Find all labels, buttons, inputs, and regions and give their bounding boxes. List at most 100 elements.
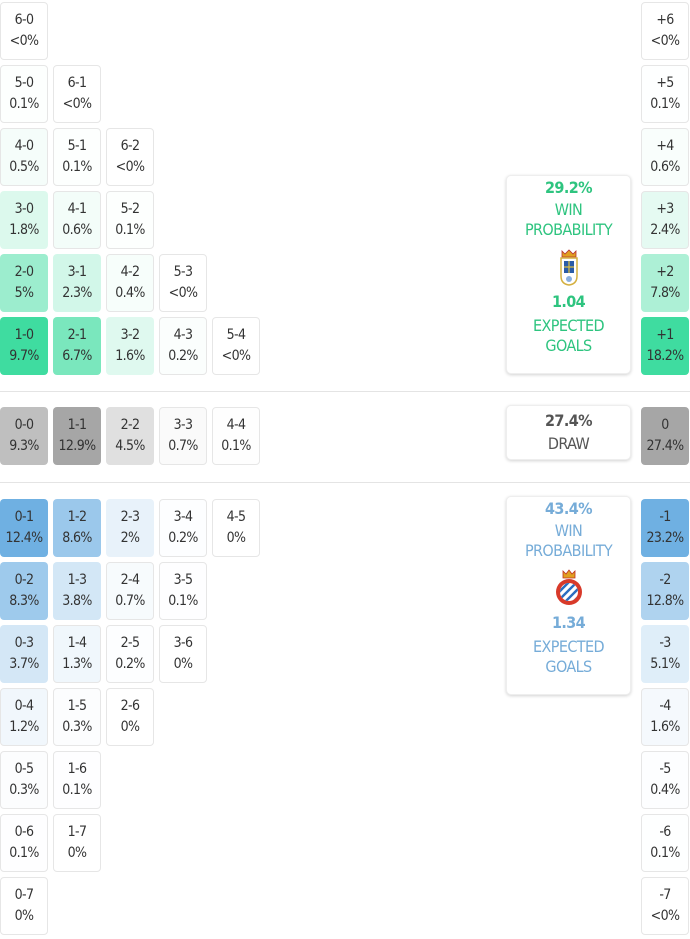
score-label: 3-4: [173, 509, 193, 525]
probability-value: 1.8%: [9, 222, 39, 238]
score-label: 5-2: [120, 201, 140, 217]
probability-value: 0.1%: [115, 222, 145, 238]
score-cell: 3-3 0.7%: [159, 407, 207, 465]
probability-value: 1.6%: [650, 719, 680, 735]
score-cell: 2-1 6.7%: [53, 317, 101, 375]
probability-value: 0%: [120, 719, 140, 735]
home-summary-card: 29.2% WIN PROBABILITY 1.04 EXPECTED GOAL…: [506, 175, 631, 374]
divider: [0, 391, 690, 392]
draw-label: DRAW: [547, 434, 590, 453]
probability-value: 5%: [14, 285, 34, 301]
probability-value: 0.1%: [62, 159, 92, 175]
probability-value: 5.1%: [650, 656, 680, 672]
home-xg-label: GOALS: [545, 336, 592, 355]
away-win-label: WIN: [554, 521, 583, 540]
probability-value: 0.6%: [650, 159, 680, 175]
goal-difference-cell: +5 0.1%: [641, 65, 689, 123]
score-label: 4-1: [67, 201, 87, 217]
probability-value: 6.7%: [62, 348, 92, 364]
probability-value: <0%: [9, 33, 39, 49]
score-label: 2-5: [120, 635, 140, 651]
score-label: 0-5: [14, 761, 34, 777]
score-cell: 1-6 0.1%: [53, 751, 101, 809]
score-label: 3-5: [173, 572, 193, 588]
away-xg-label: EXPECTED: [533, 637, 605, 656]
score-label: -5: [659, 761, 671, 777]
probability-value: 0.1%: [62, 782, 92, 798]
probability-value: 0.7%: [115, 593, 145, 609]
score-cell: 3-5 0.1%: [159, 562, 207, 620]
score-cell: 3-6 0%: [159, 625, 207, 683]
score-label: +5: [656, 75, 674, 91]
probability-value: 7.8%: [650, 285, 680, 301]
score-label: 6-2: [120, 138, 140, 154]
score-cell: 0-0 9.3%: [0, 407, 48, 465]
goal-difference-cell: -2 12.8%: [641, 562, 689, 620]
goal-difference-cell: +1 18.2%: [641, 317, 689, 375]
draw-summary-card: 27.4% DRAW: [506, 405, 631, 460]
probability-value: 0.3%: [9, 782, 39, 798]
probability-value: <0%: [168, 285, 198, 301]
score-cell: 1-3 3.8%: [53, 562, 101, 620]
score-label: -3: [659, 635, 671, 651]
probability-value: 2.4%: [650, 222, 680, 238]
score-label: 2-2: [120, 417, 140, 433]
probability-value: 1.3%: [62, 656, 92, 672]
score-label: 2-4: [120, 572, 140, 588]
score-label: +1: [656, 327, 674, 343]
score-label: 3-3: [173, 417, 193, 433]
score-label: 3-6: [173, 635, 193, 651]
score-cell: 1-7 0%: [53, 814, 101, 872]
probability-value: 0%: [173, 656, 193, 672]
score-cell: 2-3 2%: [106, 499, 154, 557]
probability-value: 0.2%: [168, 530, 198, 546]
probability-value: 4.5%: [115, 438, 145, 454]
score-cell: 2-5 0.2%: [106, 625, 154, 683]
probability-value: 0.6%: [62, 222, 92, 238]
home-win-label: WIN: [554, 200, 583, 219]
probability-value: 0.7%: [168, 438, 198, 454]
score-cell: 0-5 0.3%: [0, 751, 48, 809]
probability-value: 18.2%: [646, 348, 684, 364]
score-cell: 2-6 0%: [106, 688, 154, 746]
score-label: 4-4: [226, 417, 246, 433]
probability-value: 3.7%: [9, 656, 39, 672]
score-label: 6-0: [14, 12, 34, 28]
score-label: 5-1: [67, 138, 87, 154]
score-label: 2-1: [67, 327, 87, 343]
probability-value: 0.2%: [168, 348, 198, 364]
goal-difference-cell: +2 7.8%: [641, 254, 689, 312]
score-cell: 4-3 0.2%: [159, 317, 207, 375]
home-xg-label: EXPECTED: [533, 316, 605, 335]
away-win-pct: 43.4%: [545, 499, 593, 518]
probability-value: 9.3%: [9, 438, 39, 454]
score-label: 0: [661, 417, 669, 433]
score-cell: 3-1 2.3%: [53, 254, 101, 312]
score-label: +3: [656, 201, 674, 217]
score-cell: 5-0 0.1%: [0, 65, 48, 123]
score-label: 5-4: [226, 327, 246, 343]
probability-value: 0.1%: [221, 438, 251, 454]
goal-difference-cell: -1 23.2%: [641, 499, 689, 557]
score-label: 2-6: [120, 698, 140, 714]
goal-difference-cell: +6 <0%: [641, 2, 689, 60]
probability-value: 1.6%: [115, 348, 145, 364]
divider: [0, 482, 690, 483]
score-label: 1-2: [67, 509, 87, 525]
score-cell: 0-2 8.3%: [0, 562, 48, 620]
score-label: 5-3: [173, 264, 193, 280]
score-cell: 4-1 0.6%: [53, 191, 101, 249]
score-cell: 6-1 <0%: [53, 65, 101, 123]
probability-value: <0%: [221, 348, 251, 364]
score-cell: 1-5 0.3%: [53, 688, 101, 746]
goal-difference-cell: -4 1.6%: [641, 688, 689, 746]
score-label: 0-2: [14, 572, 34, 588]
score-label: -7: [659, 887, 671, 903]
score-cell: 5-1 0.1%: [53, 128, 101, 186]
probability-value: <0%: [115, 159, 145, 175]
score-label: 3-1: [67, 264, 87, 280]
score-label: 4-3: [173, 327, 193, 343]
probability-value: 0.1%: [650, 845, 680, 861]
score-cell: 0-1 12.4%: [0, 499, 48, 557]
away-win-label: PROBABILITY: [524, 541, 613, 560]
